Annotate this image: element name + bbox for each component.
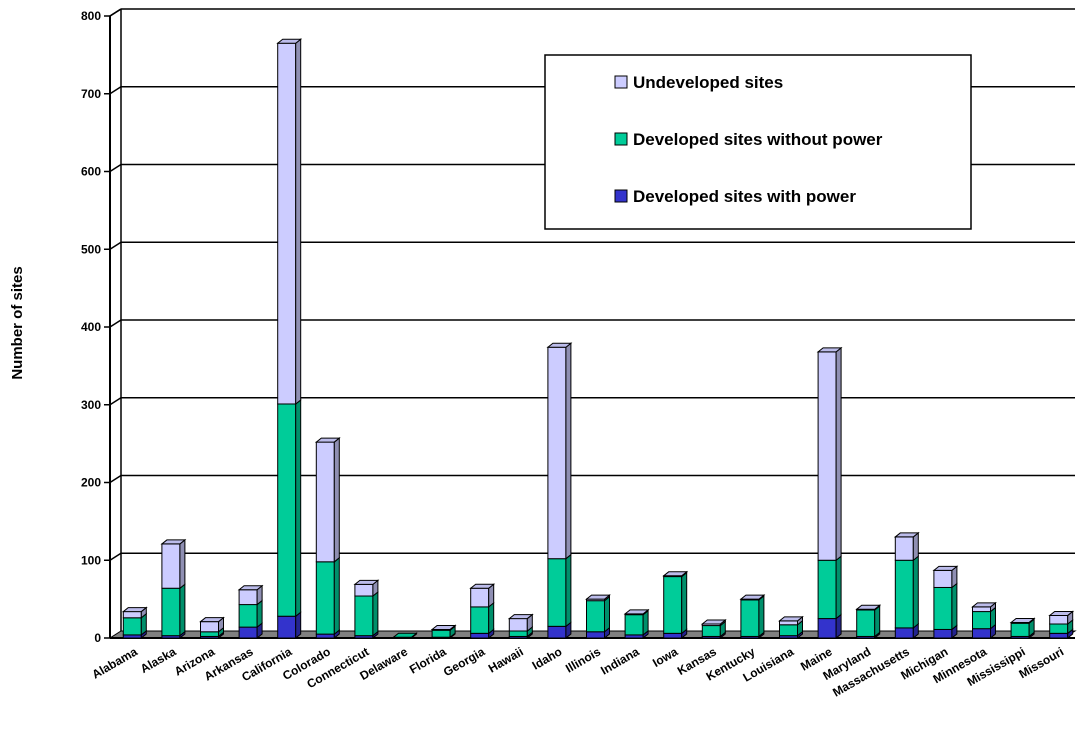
gridline-wall: [109, 474, 122, 484]
bar-segment-idaho-1: [547, 553, 572, 628]
bar-top-iowa: [662, 571, 689, 577]
bar-segment-maryland-1: [856, 604, 881, 638]
bars: [121, 38, 1075, 640]
bar-segment-colorado-1: [315, 556, 340, 636]
bar-top-illinois: [585, 594, 611, 600]
y-tick-label: 300: [81, 398, 101, 412]
bar-top-louisiana: [778, 616, 804, 622]
x-tick-label: Indiana: [598, 644, 642, 677]
x-tick-label: Idaho: [530, 644, 565, 672]
bar-segment-minnesota-1: [972, 606, 996, 630]
gridline-wall: [109, 86, 122, 95]
x-tick-label: Alaska: [138, 644, 179, 676]
bar-top-connecticut: [353, 579, 380, 585]
bar-top-california: [276, 38, 303, 44]
bar-segment-massachusetts-2: [894, 531, 919, 562]
y-tick-label: 700: [81, 87, 101, 101]
bar-segment-michigan-2: [933, 565, 958, 589]
bar-top-indiana: [623, 609, 650, 615]
bar-top-minnesota: [971, 602, 997, 608]
x-tick-label: Illinois: [563, 644, 603, 675]
bar-segment-california-2: [277, 38, 302, 406]
bar-top-arizona: [199, 617, 225, 623]
bar-top-kentucky: [739, 594, 766, 600]
bar-top-idaho: [546, 342, 573, 348]
gridline-wall: [109, 241, 122, 250]
bar-segment-colorado-2: [315, 437, 340, 563]
bar-top-colorado: [314, 437, 341, 443]
y-axis-top: [109, 8, 122, 17]
legend-swatch: [614, 132, 628, 146]
bar-top-maine: [816, 347, 843, 353]
x-tick-labels: AlabamaAlaskaArizonaArkansasCaliforniaCo…: [89, 644, 1066, 699]
bar-segment-georgia-1: [470, 601, 495, 635]
bar-segment-iowa-1: [663, 571, 688, 635]
bar-segment-illinois-1: [586, 595, 610, 633]
bar-top-maryland: [855, 604, 882, 610]
bar-top-alaska: [160, 539, 187, 545]
bar-segment-idaho-2: [547, 342, 572, 560]
bar-segment-maine-2: [817, 346, 842, 562]
bar-segment-maine-1: [817, 555, 842, 620]
legend-label: Developed sites with power: [633, 187, 856, 206]
y-tick-label: 800: [81, 9, 101, 23]
x-tick-label: Alabama: [89, 644, 140, 681]
y-tick-label: 400: [81, 320, 101, 334]
gridline-wall: [109, 319, 122, 328]
bar-segment-indiana-1: [624, 609, 649, 636]
x-tick-label: Hawaii: [486, 644, 526, 675]
y-tick-label: 600: [81, 165, 101, 179]
bar-segment-alaska-1: [161, 583, 186, 637]
y-tick-label: 200: [81, 476, 101, 490]
legend-swatch: [614, 75, 628, 89]
gridline-wall: [109, 552, 122, 561]
bar-top-georgia: [469, 583, 496, 589]
bar-top-delaware: [392, 632, 418, 638]
legend-swatch: [614, 189, 628, 203]
bar-top-mississippi: [1009, 617, 1036, 623]
bar-top-massachusetts: [893, 532, 920, 538]
y-tick-labels: 0 100 200 300 400 500 600 700 800: [81, 9, 101, 645]
gridline-wall: [109, 397, 122, 406]
bar-segment-mississippi-1: [1010, 618, 1035, 638]
y-tick-label: 500: [81, 242, 101, 256]
y-axis-label: Number of sites: [9, 266, 26, 379]
legend-label: Developed sites without power: [633, 130, 883, 149]
y-tick-label: 100: [81, 553, 101, 567]
x-tick-label: Georgia: [441, 644, 488, 679]
bar-top-arkansas: [237, 585, 264, 591]
bar-top-kansas: [700, 619, 727, 625]
gridline-wall: [109, 163, 122, 173]
bar-top-alabama: [121, 607, 148, 613]
bar-segment-massachusetts-1: [894, 555, 919, 629]
legend: Undeveloped sites Developed sites without…: [544, 54, 972, 230]
bar-top-michigan: [932, 565, 959, 571]
bar-segment-michigan-1: [933, 582, 958, 631]
bar-segment-alaska-2: [161, 538, 186, 590]
bar-top-hawaii: [507, 614, 534, 620]
legend-label: Undeveloped sites: [633, 73, 783, 92]
y-tick-label: 0: [94, 631, 101, 645]
bar-top-florida: [430, 624, 457, 630]
bar-segment-kentucky-1: [740, 594, 765, 638]
bar-segment-california-1: [277, 398, 302, 618]
bar-top-missouri: [1048, 610, 1075, 616]
x-tick-label: Missouri: [1016, 644, 1066, 681]
bar-segment-connecticut-1: [354, 590, 379, 637]
bar-segment-connecticut-2: [354, 579, 379, 598]
